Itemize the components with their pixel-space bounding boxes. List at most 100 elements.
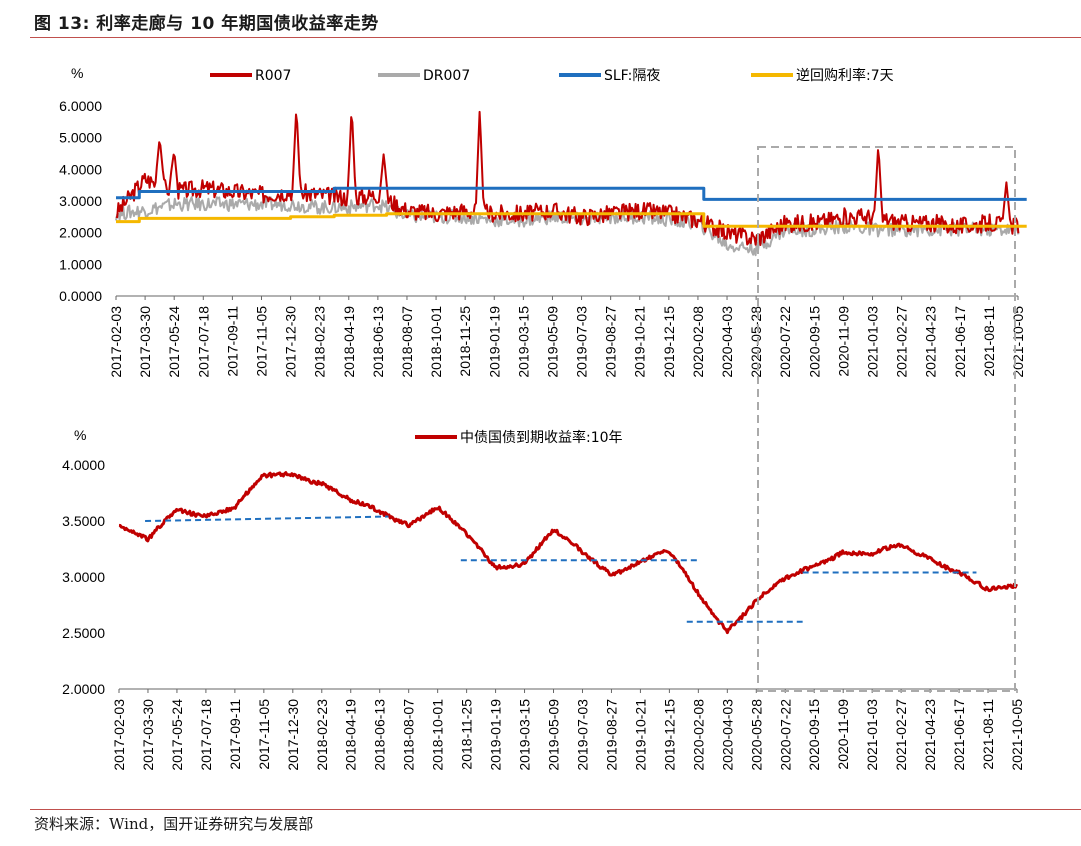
c1-x-tick-label: 2021-10-05 [1010, 306, 1026, 378]
c1-x-tick-label: 2019-08-27 [603, 306, 619, 378]
c1-series-line [116, 212, 1027, 228]
c1-y-tick: 0.0000 [59, 288, 102, 304]
c2-x-tick-label: 2018-02-23 [314, 699, 330, 771]
c1-x-tick-label: 2020-05-28 [748, 306, 764, 378]
chart1-x-ticks: 2017-02-03 2017-03-30 2017-05-24 2017-07-18… [108, 296, 1026, 378]
chart-10y-yield: % 2.0000 2.5000 3.0000 3.5000 4.0000 2017-02… [62, 427, 1025, 771]
c1-x-tick-label: 2018-08-07 [399, 306, 415, 378]
c1-legend-label: SLF:隔夜 [604, 68, 660, 84]
title-rule [30, 37, 1081, 38]
c2-x-tick-label: 2019-03-15 [517, 699, 533, 771]
c2-x-tick-label: 2018-10-01 [430, 699, 446, 771]
c2-x-tick-label: 2020-07-22 [777, 699, 793, 771]
chart2-series [118, 471, 1018, 635]
c2-x-tick-label: 2021-08-11 [980, 699, 996, 770]
c1-x-tick-label: 2017-12-30 [283, 306, 299, 378]
c2-x-tick-label: 2020-04-03 [719, 699, 735, 771]
c1-y-tick: 3.0000 [59, 193, 102, 209]
c2-x-tick-label: 2018-08-07 [401, 699, 417, 771]
c1-x-tick-label: 2021-08-11 [981, 306, 997, 377]
c2-x-tick-label: 2019-07-03 [574, 699, 590, 771]
c1-x-tick-label: 2018-11-25 [457, 306, 473, 377]
c1-x-tick-label: 2018-06-13 [370, 306, 386, 378]
c1-legend-label: 逆回购利率:7天 [796, 67, 894, 84]
c2-x-tick-label: 2021-06-17 [951, 699, 967, 771]
c2-reference-line [145, 515, 389, 522]
highlight-box [757, 146, 1016, 692]
c1-x-tick-label: 2017-07-18 [195, 306, 211, 378]
c2-y-tick: 3.0000 [62, 569, 105, 585]
c1-x-tick-label: 2019-03-15 [515, 306, 531, 378]
c2-x-tick-label: 2021-02-27 [893, 699, 909, 771]
c1-x-tick-label: 2020-04-03 [719, 306, 735, 378]
c1-y-tick: 6.0000 [59, 98, 102, 114]
source-rule [30, 809, 1081, 810]
c1-legend-label: DR007 [423, 68, 470, 84]
c1-x-tick-label: 2017-05-24 [166, 306, 182, 378]
c1-x-tick-label: 2017-09-11 [224, 306, 240, 377]
c1-x-tick-label: 2019-10-21 [632, 306, 648, 378]
chart2-y-ticks: 2.0000 2.5000 3.0000 3.5000 4.0000 [62, 457, 105, 697]
c2-x-tick-label: 2018-06-13 [372, 699, 388, 771]
c2-x-tick-label: 2017-03-30 [140, 699, 156, 771]
chart2-legend: 中债国债到期收益率:10年 [415, 429, 623, 446]
c1-x-tick-label: 2020-07-22 [777, 306, 793, 378]
c1-x-tick-label: 2021-04-23 [923, 306, 939, 378]
c1-x-tick-label: 2019-01-19 [486, 306, 502, 378]
c2-x-tick-label: 2020-09-15 [806, 699, 822, 771]
c1-x-tick-label: 2021-02-27 [894, 306, 910, 378]
chart1-legend: R007 DR007 SLF:隔夜 逆回购利率:7天 [210, 67, 894, 84]
c2-x-tick-label: 2020-02-08 [690, 699, 706, 771]
chart1-ylabel: % [71, 65, 83, 81]
c2-y-tick: 3.5000 [62, 513, 105, 529]
c2-x-tick-label: 2021-04-23 [922, 699, 938, 771]
c1-x-tick-label: 2020-11-09 [835, 306, 851, 377]
c2-y-tick: 2.5000 [62, 625, 105, 641]
source-note: 资料来源：Wind，国开证券研究与发展部 [34, 815, 314, 833]
c2-x-tick-label: 2017-02-03 [111, 699, 127, 771]
c1-y-tick: 5.0000 [59, 130, 102, 146]
c2-x-tick-label: 2017-11-05 [256, 699, 272, 770]
c2-y-tick: 2.0000 [62, 681, 105, 697]
c2-x-tick-label: 2019-08-27 [603, 699, 619, 771]
c2-x-tick-label: 2021-10-05 [1009, 699, 1025, 771]
c2-legend-label: 中债国债到期收益率:10年 [460, 429, 623, 446]
c1-x-tick-label: 2018-04-19 [341, 306, 357, 378]
c2-x-tick-label: 2019-10-21 [632, 699, 648, 771]
c1-x-tick-label: 2018-10-01 [428, 306, 444, 378]
c1-x-tick-label: 2019-12-15 [661, 306, 677, 378]
figure-title: 图 13: 利率走廊与 10 年期国债收益率走势 [34, 14, 379, 34]
c1-x-tick-label: 2018-02-23 [312, 306, 328, 378]
c1-x-tick-label: 2021-01-03 [865, 306, 881, 378]
c2-x-tick-label: 2020-05-28 [748, 699, 764, 771]
c1-x-tick-label: 2020-02-08 [690, 306, 706, 378]
c1-x-tick-label: 2021-06-17 [952, 306, 968, 378]
c1-series-line [115, 196, 1020, 257]
c2-y-tick: 4.0000 [62, 457, 105, 473]
chart-rates-corridor: % 0.0000 1.0000 2.0000 3.0000 4.0000 5.0000 6.… [59, 65, 1027, 378]
c1-y-tick: 1.0000 [59, 256, 102, 272]
chart2-x-ticks: 2017-02-03 2017-03-30 2017-05-24 2017-07-18… [111, 689, 1025, 771]
c2-x-tick-label: 2017-05-24 [169, 699, 185, 771]
c2-x-tick-label: 2018-11-25 [459, 699, 475, 770]
c1-y-tick: 4.0000 [59, 161, 102, 177]
c1-x-tick-label: 2017-11-05 [253, 306, 269, 377]
c1-legend-label: R007 [255, 68, 291, 84]
c2-x-tick-label: 2017-09-11 [227, 699, 243, 770]
chart2-ylabel: % [74, 427, 86, 443]
c2-series-line [118, 471, 1018, 635]
chart1-y-ticks: 0.0000 1.0000 2.0000 3.0000 4.0000 5.0000 6.00… [59, 98, 102, 304]
c2-x-tick-label: 2017-12-30 [285, 699, 301, 771]
chart2-reference-lines [145, 515, 977, 623]
c1-y-tick: 2.0000 [59, 225, 102, 241]
c2-x-tick-label: 2018-04-19 [343, 699, 359, 771]
c2-x-tick-label: 2019-12-15 [661, 699, 677, 771]
c2-x-tick-label: 2017-07-18 [198, 699, 214, 771]
c1-series-line [116, 186, 1027, 201]
c1-x-tick-label: 2019-05-09 [544, 306, 560, 378]
c1-x-tick-label: 2020-09-15 [806, 306, 822, 378]
c1-x-tick-label: 2017-03-30 [137, 306, 153, 378]
c2-x-tick-label: 2019-01-19 [488, 699, 504, 771]
c1-x-tick-label: 2017-02-03 [108, 306, 124, 378]
